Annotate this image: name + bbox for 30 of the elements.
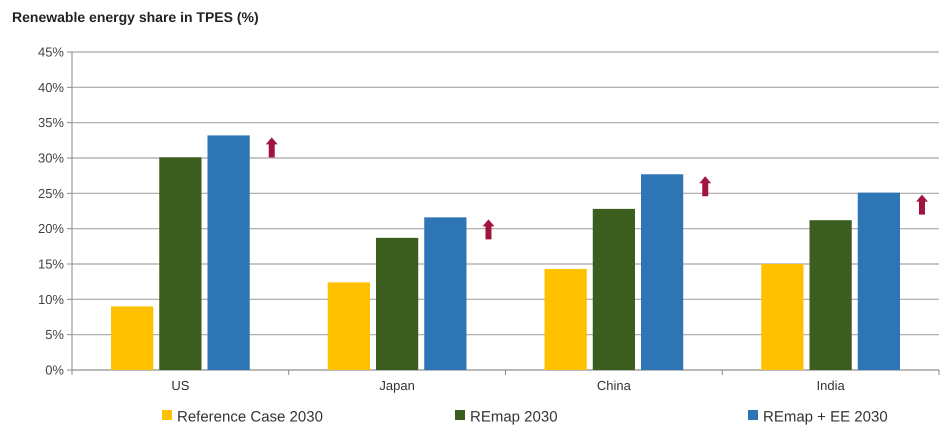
legend-label: REmap 2030	[470, 408, 558, 426]
bar	[376, 238, 418, 370]
bar	[761, 264, 804, 370]
y-tick-label: 0%	[45, 362, 64, 378]
bar	[858, 192, 900, 370]
y-tick-label: 10%	[38, 292, 64, 307]
bar	[159, 157, 202, 370]
bar	[328, 282, 370, 370]
y-tick-label: 15%	[38, 256, 64, 272]
x-tick-label: US	[171, 378, 190, 393]
bar	[810, 220, 852, 370]
y-tick-label: 40%	[38, 80, 64, 95]
y-tick-label: 35%	[38, 115, 64, 130]
bar	[111, 306, 154, 370]
bar	[207, 135, 250, 370]
y-tick-label: 45%	[38, 44, 64, 60]
bar	[640, 174, 684, 370]
y-tick-label: 20%	[38, 221, 64, 236]
y-tick-label: 30%	[38, 150, 64, 166]
y-tick-label: 5%	[45, 327, 64, 342]
y-tick-label: 25%	[38, 186, 64, 201]
legend-label: Reference Case 2030	[177, 408, 323, 426]
bar	[544, 268, 587, 370]
bar	[592, 208, 635, 370]
x-tick-label: Japan	[379, 378, 415, 393]
bar	[424, 217, 466, 370]
legend-label: REmap + EE 2030	[763, 408, 888, 426]
x-tick-label: China	[596, 378, 632, 393]
x-tick-label: India	[816, 378, 846, 393]
chart-title: Renewable energy share in TPES (%)	[12, 9, 259, 25]
